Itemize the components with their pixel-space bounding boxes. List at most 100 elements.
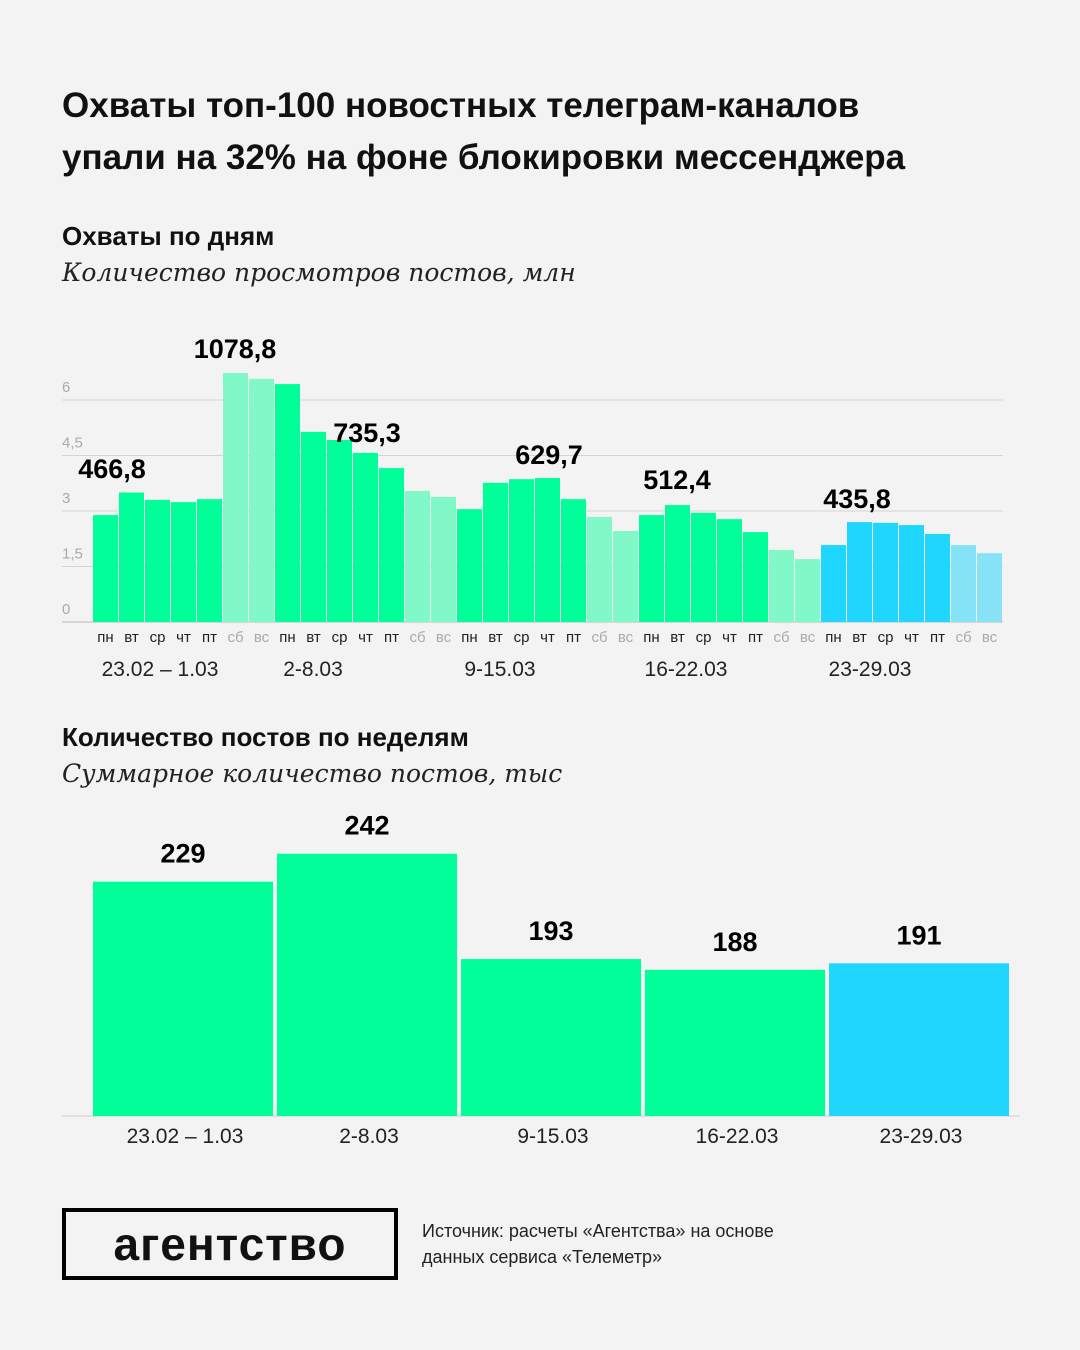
week-bar-value: 242 xyxy=(344,811,389,841)
day-bar xyxy=(327,439,352,622)
agentstvo-logo: агентство xyxy=(62,1208,398,1280)
day-bar xyxy=(93,515,118,622)
day-bar xyxy=(717,519,742,622)
day-bar xyxy=(457,509,482,622)
day-label: пн xyxy=(643,629,659,646)
week-label: 9-15.03 xyxy=(464,658,535,681)
day-bar xyxy=(197,499,222,622)
daily-chart-subtitle: Количество просмотров постов, млн xyxy=(62,258,576,287)
day-bar xyxy=(145,499,170,622)
day-bar xyxy=(873,522,898,622)
day-bar xyxy=(795,559,820,622)
day-label: сб xyxy=(955,629,971,646)
day-label: вс xyxy=(436,629,452,646)
day-label: ср xyxy=(514,629,530,646)
day-label: пт xyxy=(930,629,945,646)
week-bar xyxy=(93,881,273,1116)
y-tick-label: 6 xyxy=(62,379,70,396)
day-label: пт xyxy=(748,629,763,646)
y-tick-label: 0 xyxy=(62,601,70,618)
day-label: вс xyxy=(982,629,998,646)
day-label: вт xyxy=(124,629,139,646)
day-label: пт xyxy=(384,629,399,646)
day-label: сб xyxy=(409,629,425,646)
day-label: чт xyxy=(358,629,373,646)
day-label: пт xyxy=(566,629,581,646)
week-category-label: 23-29.03 xyxy=(880,1125,963,1148)
week-label: 16-22.03 xyxy=(645,658,728,681)
day-label: пн xyxy=(461,629,477,646)
day-label: чт xyxy=(904,629,919,646)
day-bar xyxy=(665,505,690,622)
day-bar xyxy=(847,522,872,622)
source-note: Источник: расчеты «Агентства» на основе … xyxy=(422,1218,774,1270)
day-bar xyxy=(405,491,430,622)
week-bar-value: 193 xyxy=(528,916,573,946)
day-label: пт xyxy=(202,629,217,646)
day-bar xyxy=(275,384,300,622)
day-label: чт xyxy=(722,629,737,646)
day-label: сб xyxy=(591,629,607,646)
week-category-label: 23.02 – 1.03 xyxy=(127,1125,244,1148)
day-bar xyxy=(743,532,768,622)
day-label: вс xyxy=(254,629,270,646)
title-line-2: упали на 32% на фоне блокировки мессендж… xyxy=(62,138,906,177)
weekly-chart-title: Количество постов по неделям xyxy=(62,722,469,752)
week-total-annotation: 735,3 xyxy=(333,418,401,448)
day-bar xyxy=(301,431,326,622)
week-label: 23.02 – 1.03 xyxy=(102,658,219,681)
day-bar xyxy=(899,525,924,622)
week-total-annotation: 466,8 xyxy=(78,454,146,484)
week-bar xyxy=(645,969,825,1116)
y-tick-label: 3 xyxy=(62,490,70,507)
week-total-annotation: 629,7 xyxy=(515,440,583,470)
week-label: 2-8.03 xyxy=(283,658,343,681)
day-label: вт xyxy=(670,629,685,646)
week-total-annotation: 1078,8 xyxy=(194,334,277,364)
day-bar xyxy=(769,549,794,622)
week-label: 23-29.03 xyxy=(829,658,912,681)
day-bar xyxy=(223,372,248,622)
week-bar-value: 188 xyxy=(712,927,757,957)
y-tick-label: 4,5 xyxy=(62,435,83,452)
day-bar xyxy=(951,545,976,622)
weekly-chart-subtitle: Суммарное количество постов, тыс xyxy=(62,759,563,788)
week-bar xyxy=(277,853,457,1116)
day-bar xyxy=(379,468,404,622)
week-category-label: 16-22.03 xyxy=(696,1125,779,1148)
day-bar xyxy=(587,516,612,622)
day-label: чт xyxy=(176,629,191,646)
week-bar-value: 191 xyxy=(896,920,941,950)
day-bar xyxy=(535,478,560,622)
day-label: ср xyxy=(332,629,348,646)
day-bar xyxy=(691,512,716,622)
day-label: чт xyxy=(540,629,555,646)
day-bar xyxy=(509,479,534,622)
page-title: Охваты топ-100 новостных телеграм-канало… xyxy=(62,80,1062,184)
week-total-annotation: 512,4 xyxy=(643,465,711,495)
y-tick-label: 1,5 xyxy=(62,546,83,563)
day-label: вт xyxy=(852,629,867,646)
day-bar xyxy=(639,515,664,622)
day-label: ср xyxy=(150,629,166,646)
day-label: вс xyxy=(618,629,634,646)
day-label: ср xyxy=(696,629,712,646)
day-label: ср xyxy=(878,629,894,646)
day-bar xyxy=(249,378,274,622)
day-label: вс xyxy=(800,629,816,646)
week-total-annotation: 435,8 xyxy=(823,484,891,514)
day-bar xyxy=(821,545,846,622)
day-label: сб xyxy=(227,629,243,646)
source-line-2: данных сервиса «Телеметр» xyxy=(422,1247,662,1267)
day-label: пн xyxy=(279,629,295,646)
title-line-1: Охваты топ-100 новостных телеграм-канало… xyxy=(62,86,860,125)
week-bar-value: 229 xyxy=(160,839,205,869)
day-label: пн xyxy=(825,629,841,646)
week-bar xyxy=(829,963,1009,1116)
day-bar xyxy=(925,533,950,622)
day-bar xyxy=(561,499,586,622)
day-bar xyxy=(613,530,638,622)
day-bar xyxy=(977,553,1002,622)
day-label: вт xyxy=(306,629,321,646)
